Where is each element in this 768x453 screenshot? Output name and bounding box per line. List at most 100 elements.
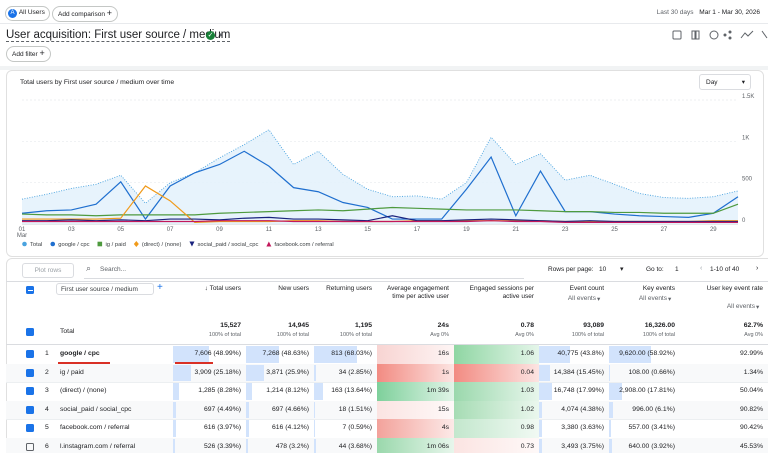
rows-per-page-select[interactable]: 10 — [599, 266, 607, 273]
row-value: 2,908.00 (17.81%) — [619, 387, 675, 395]
row-value: 1.06 — [520, 350, 534, 357]
search-input[interactable]: Search... — [100, 266, 127, 273]
data-bar — [314, 401, 315, 419]
totals-checkbox[interactable] — [26, 328, 34, 336]
row-dimension[interactable]: l.instagram.com / referral — [60, 443, 136, 450]
icon-trend[interactable] — [740, 30, 754, 39]
column-filter[interactable]: All events — [638, 295, 667, 302]
row-value: 50.04% — [739, 387, 763, 395]
column-filter[interactable]: All events — [567, 295, 596, 302]
row-dimension[interactable]: social_paid / social_cpc — [60, 405, 132, 413]
legend-marker — [97, 241, 103, 247]
legend-marker — [133, 241, 139, 247]
data-bar — [609, 346, 651, 363]
rows-per-page-arrow: ▾ — [620, 266, 624, 273]
column-header[interactable]: ↓ Total users — [204, 285, 241, 292]
column-header[interactable]: Engaged sessions per active user — [469, 285, 534, 300]
row-value: 16,748 (17.99%) — [553, 387, 604, 395]
series-line — [21, 150, 739, 221]
row-value: 14,384 (15.45%) — [553, 368, 604, 376]
row-rank: 6 — [45, 443, 49, 450]
row-dimension[interactable]: ig / paid — [60, 368, 84, 376]
column-filter-arrow: ▾ — [756, 304, 760, 311]
icon-save[interactable] — [672, 30, 682, 40]
row-value: 90.82% — [739, 405, 763, 413]
add-comparison-button[interactable]: Add comparison + — [52, 6, 119, 22]
row-value: 1.03 — [520, 387, 534, 395]
heat-cell — [377, 400, 454, 420]
x-tick-label: 01 — [19, 227, 26, 233]
row-checkbox[interactable] — [26, 405, 34, 414]
icon-compare[interactable] — [691, 30, 696, 40]
sort-arrow: ↓ — [204, 285, 210, 292]
row-dimension[interactable]: (direct) / (none) — [60, 387, 107, 395]
row-value: 616 (4.12%) — [271, 424, 309, 432]
legend-label: facebook.com / referral — [274, 242, 333, 248]
row-checkbox[interactable] — [26, 443, 34, 451]
period-select[interactable]: Day ▾ — [699, 74, 751, 90]
row-value: 7,606 (48.99%) — [194, 350, 241, 357]
legend-item: (direct) / (none) — [133, 241, 182, 248]
next-page[interactable]: › — [756, 265, 759, 272]
heat-cell — [454, 438, 539, 453]
total-subtext: 100% of total — [276, 332, 309, 338]
column-header[interactable]: Event count — [569, 285, 604, 292]
legend-marker — [50, 241, 56, 247]
row-rank: 2 — [45, 368, 49, 376]
data-bar — [246, 401, 250, 419]
goto-input[interactable]: 1 — [675, 266, 679, 273]
icon-insights[interactable] — [709, 30, 719, 40]
add-dimension[interactable]: + — [157, 282, 163, 293]
data-bar — [609, 420, 612, 437]
y-tick-label: 0 — [742, 218, 746, 224]
row-checkbox[interactable] — [26, 350, 34, 358]
row-checkbox[interactable] — [26, 424, 34, 433]
row-rank: 3 — [45, 387, 49, 395]
data-bar — [173, 364, 192, 382]
row-checkbox[interactable] — [26, 387, 34, 396]
row-value: 0.73 — [520, 443, 534, 450]
add-comparison-label: Add comparison — [58, 11, 105, 18]
x-tick-label: 25 — [611, 227, 618, 233]
total-subtext: Avg 0% — [744, 332, 763, 338]
total-value: 93,089 — [583, 322, 604, 329]
row-rank: 5 — [45, 424, 49, 432]
data-bar — [173, 383, 180, 400]
column-header[interactable]: Key events — [642, 285, 675, 292]
legend-item: facebook.com / referral — [266, 241, 334, 248]
add-filter-button[interactable]: Add filter + — [6, 46, 51, 62]
column-header[interactable]: User key event rate — [706, 285, 763, 292]
date-range-value: Mar 1 - Mar 30, 2026 — [699, 9, 760, 16]
data-bar — [539, 383, 552, 400]
column-header[interactable]: Returning users — [326, 285, 372, 292]
x-tick-label: 05 — [117, 227, 124, 233]
column-header[interactable]: Average engagement time per active user — [386, 285, 449, 300]
prev-page[interactable]: ‹ — [700, 265, 703, 272]
data-bar — [539, 401, 543, 419]
data-bar — [246, 383, 252, 400]
plot-rows-button[interactable]: Plot rows — [22, 263, 74, 278]
row-dimension[interactable]: facebook.com / referral — [60, 424, 130, 432]
segment-badge: A — [8, 8, 17, 18]
row-checkbox[interactable] — [26, 368, 34, 377]
column-filter[interactable]: All events — [726, 303, 755, 310]
row-value: 7 (0.59%) — [342, 424, 372, 432]
icon-share[interactable] — [728, 30, 732, 34]
goto-label: Go to: — [646, 266, 664, 273]
title-dropdown[interactable]: ▾ — [219, 32, 223, 39]
add-filter-label: Add filter — [12, 51, 38, 58]
section-gap — [0, 66, 768, 70]
row-value: 1s — [441, 368, 449, 376]
row-dimension[interactable]: google / cpc — [60, 350, 100, 357]
chart-title: Total users by First user source / mediu… — [20, 79, 175, 86]
date-range[interactable]: Last 30 days Mar 1 - Mar 30, 2026 — [657, 9, 760, 16]
dimension-select[interactable]: First user source / medium — [56, 283, 154, 295]
column-header[interactable]: New users — [278, 285, 309, 292]
data-bar — [314, 364, 316, 382]
row-value: 526 (3.39%) — [203, 443, 241, 450]
segment-chip[interactable]: A All Users — [5, 6, 50, 21]
icon-edit[interactable] — [761, 30, 768, 39]
total-value: 0.78 — [520, 322, 534, 329]
y-tick-label: 1.5K — [742, 94, 754, 100]
row-value: 1,285 (8.28%) — [198, 387, 241, 395]
